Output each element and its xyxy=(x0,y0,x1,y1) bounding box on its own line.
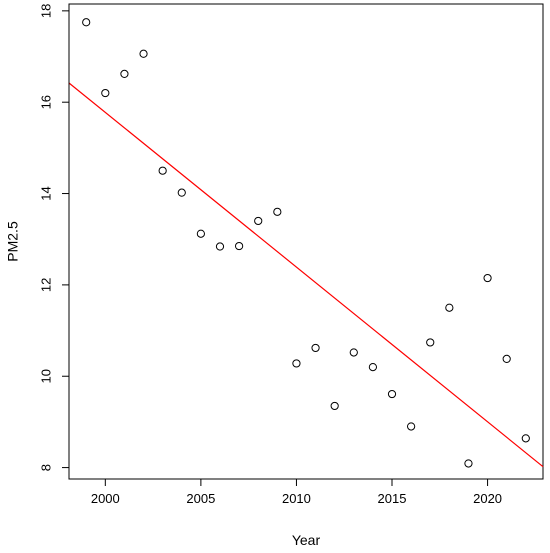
data-point-2009 xyxy=(273,207,282,216)
data-point-2022 xyxy=(521,434,530,443)
y-tick-label-12: 12 xyxy=(38,278,53,292)
data-point-2008 xyxy=(254,216,263,226)
x-tick-label-2015: 2015 xyxy=(378,491,407,506)
y-tick-label-14: 14 xyxy=(38,186,53,200)
y-tick-label-16: 16 xyxy=(38,95,53,109)
y-axis-title: PM2.5 xyxy=(5,221,21,262)
data-point-2002 xyxy=(139,49,148,58)
data-point-2001 xyxy=(120,69,129,78)
data-point-2000 xyxy=(101,88,110,98)
y-tick-label-18: 18 xyxy=(38,4,53,18)
data-point-2013 xyxy=(349,348,358,357)
data-point-2017 xyxy=(426,338,435,347)
y-tick-label-10: 10 xyxy=(38,369,53,383)
trend-line xyxy=(68,82,544,468)
data-point-2012 xyxy=(330,401,339,411)
y-tick-label-8: 8 xyxy=(38,464,53,471)
data-point-2004 xyxy=(177,188,186,197)
data-point-2016 xyxy=(407,422,416,431)
x-tick-label-2005: 2005 xyxy=(186,491,215,506)
data-point-2005 xyxy=(196,229,205,238)
data-point-2014 xyxy=(368,363,377,372)
data-point-1999 xyxy=(82,18,91,27)
data-point-2011 xyxy=(311,343,320,353)
data-point-2003 xyxy=(158,166,167,175)
plot-box xyxy=(68,3,544,480)
x-tick-label-2000: 2000 xyxy=(91,491,120,506)
data-point-2010 xyxy=(292,359,301,368)
data-point-2019 xyxy=(464,459,473,468)
x-tick-label-2010: 2010 xyxy=(282,491,311,506)
x-tick-label-2020: 2020 xyxy=(473,491,502,506)
data-point-2006 xyxy=(215,242,225,251)
data-point-2015 xyxy=(387,389,397,399)
x-axis-title: Year xyxy=(292,532,321,548)
data-point-2020 xyxy=(483,273,492,283)
data-point-2018 xyxy=(445,303,454,312)
data-point-2021 xyxy=(502,354,511,363)
data-point-2007 xyxy=(235,241,244,251)
